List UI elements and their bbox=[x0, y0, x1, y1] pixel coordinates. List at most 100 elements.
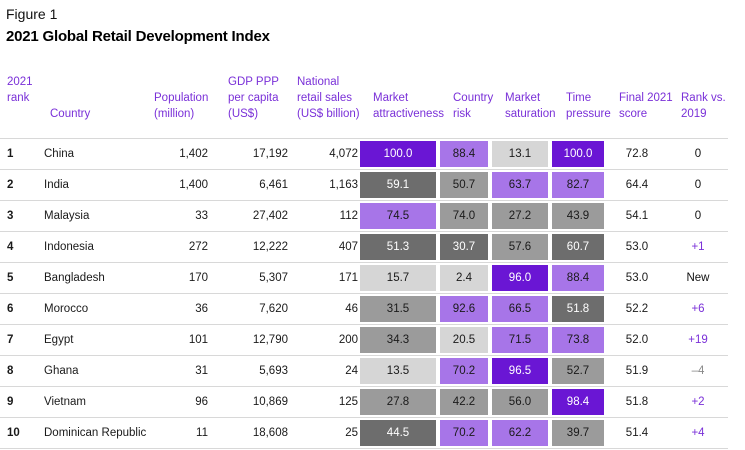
rank-cell: 9 bbox=[0, 386, 44, 418]
heat-value: 96.5 bbox=[492, 358, 548, 384]
table-row: 4 Indonesia 272 12,222 407 51.3 30.7 57.6 60.7 53… bbox=[0, 231, 728, 263]
country-risk-cell: 70.2 bbox=[438, 417, 490, 449]
rank-vs-2019-cell: +19 bbox=[668, 324, 728, 356]
time-pressure-cell: 60.7 bbox=[550, 231, 606, 263]
header-country-risk: Country risk bbox=[453, 92, 494, 120]
final-score-cell: 72.8 bbox=[606, 138, 668, 170]
rank-vs-2019-cell: 0 bbox=[668, 169, 728, 201]
time-pressure-cell: 100.0 bbox=[550, 138, 606, 170]
header-rank-vs-2019: Rank vs. 2019 bbox=[681, 92, 726, 120]
market-attr-cell: 34.3 bbox=[358, 324, 438, 356]
market-sat-cell: 96.0 bbox=[490, 262, 550, 294]
retail-sales-cell: 25 bbox=[288, 417, 358, 449]
rank-vs-2019-cell: +6 bbox=[668, 293, 728, 325]
heat-value: 70.2 bbox=[440, 358, 488, 384]
gdp-cell: 5,307 bbox=[208, 262, 288, 294]
header-country: Country bbox=[50, 108, 91, 120]
final-score-cell: 51.9 bbox=[606, 355, 668, 387]
header-market-saturation: Market saturation bbox=[505, 92, 556, 120]
heat-value: 57.6 bbox=[492, 234, 548, 260]
retail-sales-cell: 407 bbox=[288, 231, 358, 263]
retail-sales-cell: 171 bbox=[288, 262, 358, 294]
retail-sales-cell: 125 bbox=[288, 386, 358, 418]
heat-value: 15.7 bbox=[360, 265, 436, 291]
country-cell: Egypt bbox=[44, 324, 148, 356]
heat-value: 13.1 bbox=[492, 141, 548, 167]
country-risk-cell: 92.6 bbox=[438, 293, 490, 325]
country-cell: Morocco bbox=[44, 293, 148, 325]
rank-cell: 3 bbox=[0, 200, 44, 232]
heat-value: 62.2 bbox=[492, 420, 548, 446]
heat-value: 60.7 bbox=[552, 234, 604, 260]
rank-cell: 7 bbox=[0, 324, 44, 356]
heat-value: 74.0 bbox=[440, 203, 488, 229]
time-pressure-cell: 88.4 bbox=[550, 262, 606, 294]
table-row: 2 India 1,400 6,461 1,163 59.1 50.7 63.7 82.7 64.… bbox=[0, 169, 728, 201]
heat-value: 52.7 bbox=[552, 358, 604, 384]
heat-value: 56.0 bbox=[492, 389, 548, 415]
table-row: 6 Morocco 36 7,620 46 31.5 92.6 66.5 51.8 52.2 +6 bbox=[0, 293, 728, 325]
header-final-score: Final 2021 score bbox=[619, 92, 673, 120]
retail-sales-cell: 200 bbox=[288, 324, 358, 356]
market-sat-cell: 62.2 bbox=[490, 417, 550, 449]
market-sat-cell: 57.6 bbox=[490, 231, 550, 263]
table-row: 3 Malaysia 33 27,402 112 74.5 74.0 27.2 43.9 54.1… bbox=[0, 200, 728, 232]
heat-value: 30.7 bbox=[440, 234, 488, 260]
market-attr-cell: 27.8 bbox=[358, 386, 438, 418]
country-cell: Bangladesh bbox=[44, 262, 148, 294]
market-sat-cell: 13.1 bbox=[490, 138, 550, 170]
heat-value: 31.5 bbox=[360, 296, 436, 322]
rank-vs-2019-cell: +2 bbox=[668, 386, 728, 418]
rank-cell: 6 bbox=[0, 293, 44, 325]
market-sat-cell: 56.0 bbox=[490, 386, 550, 418]
population-cell: 1,400 bbox=[148, 169, 208, 201]
country-risk-cell: 42.2 bbox=[438, 386, 490, 418]
country-cell: Vietnam bbox=[44, 386, 148, 418]
population-cell: 1,402 bbox=[148, 138, 208, 170]
rank-cell: 1 bbox=[0, 138, 44, 170]
heat-value: 27.2 bbox=[492, 203, 548, 229]
header-market-attractiveness: Market attractiveness bbox=[373, 92, 444, 120]
header-retail-sales: National retail sales (US$ billion) bbox=[297, 76, 360, 120]
heat-value: 96.0 bbox=[492, 265, 548, 291]
rank-cell: 5 bbox=[0, 262, 44, 294]
retail-sales-cell: 24 bbox=[288, 355, 358, 387]
population-cell: 11 bbox=[148, 417, 208, 449]
heat-value: 100.0 bbox=[360, 141, 436, 167]
rank-cell: 8 bbox=[0, 355, 44, 387]
heat-value: 59.1 bbox=[360, 172, 436, 198]
population-cell: 96 bbox=[148, 386, 208, 418]
country-risk-cell: 88.4 bbox=[438, 138, 490, 170]
market-attr-cell: 74.5 bbox=[358, 200, 438, 232]
header-population: Population (million) bbox=[154, 92, 209, 120]
population-cell: 33 bbox=[148, 200, 208, 232]
header-rank: 2021 rank bbox=[7, 76, 33, 104]
heat-value: 71.5 bbox=[492, 327, 548, 353]
gdp-cell: 12,790 bbox=[208, 324, 288, 356]
retail-sales-cell: 112 bbox=[288, 200, 358, 232]
table-row: 8 Ghana 31 5,693 24 13.5 70.2 96.5 52.7 51.9 –4 bbox=[0, 355, 728, 387]
heat-value: 39.7 bbox=[552, 420, 604, 446]
market-sat-cell: 66.5 bbox=[490, 293, 550, 325]
rank-cell: 10 bbox=[0, 417, 44, 449]
heat-value: 88.4 bbox=[440, 141, 488, 167]
gdp-cell: 12,222 bbox=[208, 231, 288, 263]
table-row: 5 Bangladesh 170 5,307 171 15.7 2.4 96.0 88.4 53.… bbox=[0, 262, 728, 294]
final-score-cell: 51.8 bbox=[606, 386, 668, 418]
heat-value: 82.7 bbox=[552, 172, 604, 198]
population-cell: 31 bbox=[148, 355, 208, 387]
final-score-cell: 64.4 bbox=[606, 169, 668, 201]
heat-value: 70.2 bbox=[440, 420, 488, 446]
rank-cell: 4 bbox=[0, 231, 44, 263]
country-cell: China bbox=[44, 138, 148, 170]
chart-title: 2021 Global Retail Development Index bbox=[6, 28, 270, 45]
time-pressure-cell: 51.8 bbox=[550, 293, 606, 325]
table-row: 1 China 1,402 17,192 4,072 100.0 88.4 13.1 100.0… bbox=[0, 138, 728, 170]
country-cell: India bbox=[44, 169, 148, 201]
population-cell: 272 bbox=[148, 231, 208, 263]
population-cell: 101 bbox=[148, 324, 208, 356]
heat-value: 51.3 bbox=[360, 234, 436, 260]
country-risk-cell: 2.4 bbox=[438, 262, 490, 294]
heat-value: 34.3 bbox=[360, 327, 436, 353]
gdp-cell: 27,402 bbox=[208, 200, 288, 232]
